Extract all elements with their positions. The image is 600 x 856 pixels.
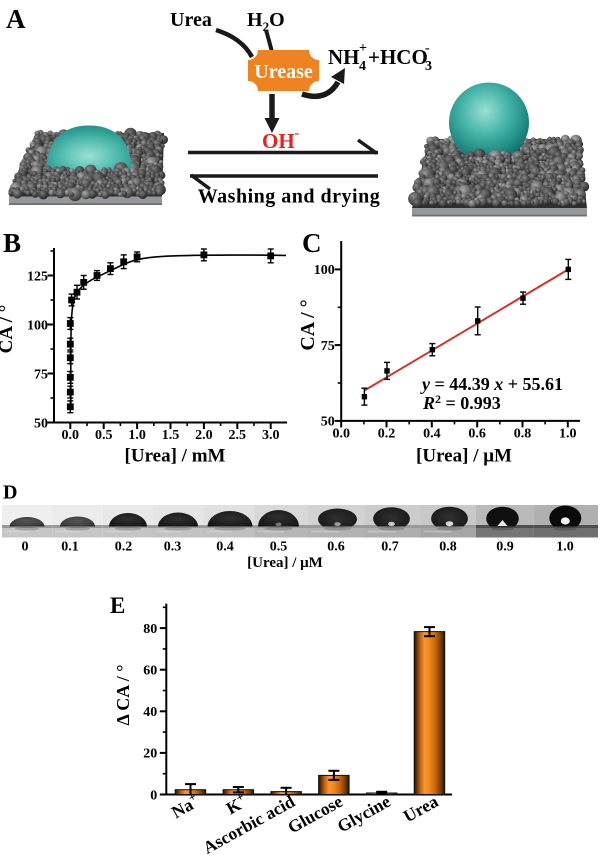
svg-text:[Urea] / mM: [Urea] / mM	[125, 446, 226, 467]
svg-text:0.3: 0.3	[164, 540, 182, 555]
svg-text:Glycine: Glycine	[334, 791, 394, 836]
svg-text:Urea: Urea	[170, 9, 212, 31]
svg-text:+HCO: +HCO	[368, 45, 428, 69]
svg-text:100: 100	[27, 318, 48, 333]
svg-text:1.0: 1.0	[559, 426, 577, 441]
svg-text:80: 80	[143, 622, 157, 637]
svg-text:0.1: 0.1	[61, 540, 79, 555]
svg-text:125: 125	[27, 269, 48, 284]
svg-text:75: 75	[321, 339, 335, 354]
svg-text:OH: OH	[262, 129, 295, 153]
svg-text:0.0: 0.0	[62, 428, 80, 443]
svg-text:0.0: 0.0	[332, 426, 350, 441]
svg-text:[Urea] / μM: [Urea] / μM	[416, 446, 512, 467]
svg-text:1.0: 1.0	[556, 540, 574, 555]
svg-text:Urease: Urease	[254, 61, 313, 83]
svg-text:0.7: 0.7	[381, 540, 399, 555]
svg-text:1.0: 1.0	[128, 428, 146, 443]
svg-text:2.0: 2.0	[195, 428, 213, 443]
svg-text:0.8: 0.8	[514, 426, 532, 441]
svg-text:3.0: 3.0	[262, 428, 280, 443]
svg-text:Washing and drying: Washing and drying	[198, 186, 380, 208]
svg-text:40: 40	[143, 705, 157, 720]
svg-text:20: 20	[143, 747, 157, 762]
svg-text:0: 0	[22, 540, 29, 555]
svg-text:+: +	[359, 41, 367, 56]
svg-text:0.4: 0.4	[423, 426, 441, 441]
svg-text:50: 50	[321, 415, 335, 430]
svg-text:0.2: 0.2	[115, 540, 133, 555]
svg-text:0.5: 0.5	[270, 540, 288, 555]
svg-text:0.6: 0.6	[327, 540, 345, 555]
svg-text:Δ CA / °: Δ CA / °	[113, 665, 133, 726]
svg-text:0.4: 0.4	[216, 540, 234, 555]
svg-text:0.6: 0.6	[468, 426, 486, 441]
svg-text:R2 = 0.993: R2 = 0.993	[422, 392, 501, 413]
svg-text:NH: NH	[328, 45, 360, 69]
svg-text:75: 75	[34, 367, 48, 382]
svg-text:3: 3	[425, 59, 432, 74]
svg-text:1.5: 1.5	[162, 428, 180, 443]
svg-text:Glucose: Glucose	[284, 791, 346, 837]
svg-text:Ascorbic acid: Ascorbic acid	[199, 791, 298, 856]
svg-text:[Urea] / μM: [Urea] / μM	[247, 555, 323, 571]
svg-text:-: -	[425, 41, 430, 56]
svg-text:y = 44.39 x + 55.61: y = 44.39 x + 55.61	[420, 374, 563, 394]
svg-text:0.2: 0.2	[378, 426, 396, 441]
svg-text:C: C	[302, 228, 322, 258]
svg-text:A: A	[6, 4, 26, 34]
svg-text:D: D	[3, 482, 17, 504]
svg-text:-: -	[295, 126, 300, 141]
svg-text:4: 4	[359, 59, 366, 74]
svg-text:0.8: 0.8	[439, 540, 457, 555]
svg-text:E: E	[110, 593, 125, 618]
svg-text:60: 60	[143, 664, 157, 679]
svg-text:B: B	[3, 228, 21, 258]
svg-text:0.9: 0.9	[496, 540, 514, 555]
svg-text:Urea: Urea	[400, 791, 442, 826]
svg-text:2.5: 2.5	[229, 428, 247, 443]
svg-text:100: 100	[314, 263, 335, 278]
svg-text:CA / °: CA / °	[297, 299, 319, 350]
svg-text:50: 50	[34, 416, 48, 431]
svg-text:0.5: 0.5	[95, 428, 113, 443]
svg-text:CA / °: CA / °	[0, 305, 17, 354]
svg-text:0: 0	[150, 788, 157, 803]
